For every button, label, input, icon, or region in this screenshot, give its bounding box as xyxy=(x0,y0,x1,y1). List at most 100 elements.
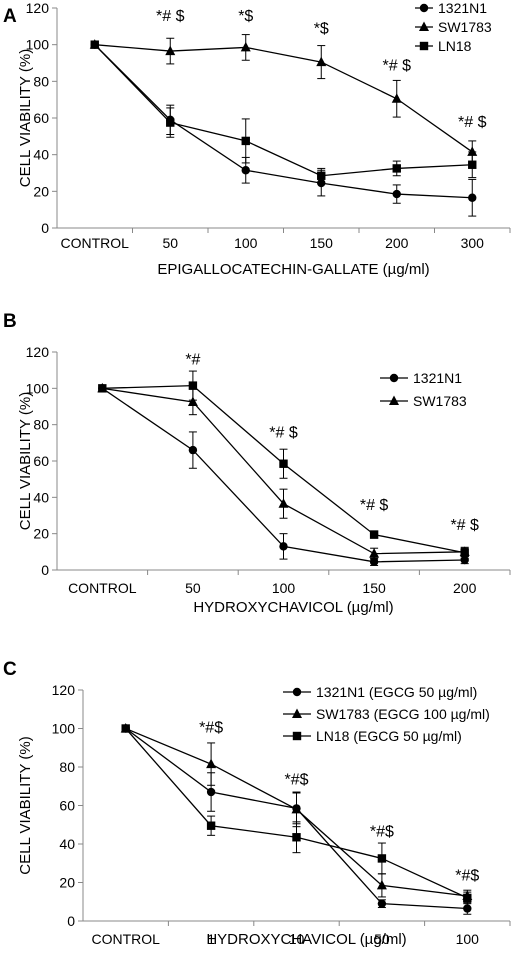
y-tick-label: 120 xyxy=(26,0,50,16)
legend-label: 1321N1 (EGCG 50 µg/ml) xyxy=(316,684,477,700)
data-point xyxy=(463,893,472,903)
x-tick-label: 150 xyxy=(362,580,386,596)
x-tick-label: 150 xyxy=(310,235,334,251)
data-point xyxy=(279,542,288,551)
significance-label: *#$ xyxy=(284,771,308,788)
x-axis-title: EPIGALLOCATECHIN-GALLATE (µg/ml) xyxy=(157,261,429,278)
x-axis-title: HYDROXYCHAVICOL (µg/ml) xyxy=(206,931,406,948)
panel-label: C xyxy=(3,659,17,680)
significance-label: *$ xyxy=(314,21,329,38)
significance-label: *# $ xyxy=(458,114,487,131)
data-point xyxy=(188,381,198,390)
series-line xyxy=(94,44,473,199)
x-tick-label: 100 xyxy=(234,235,258,251)
data-point xyxy=(278,498,289,508)
y-axis-title: CELL VIABILITY (%) xyxy=(17,736,34,874)
y-tick-label: 100 xyxy=(26,37,50,53)
legend-label: 1321N1 xyxy=(438,0,487,16)
x-tick-label: 50 xyxy=(185,580,201,596)
x-tick-label: CONTROL xyxy=(68,580,137,596)
y-tick-label: 80 xyxy=(33,73,49,89)
data-point xyxy=(187,396,198,406)
data-point xyxy=(188,445,198,455)
legend-label: LN18 xyxy=(438,38,472,54)
data-point xyxy=(291,803,302,814)
data-point xyxy=(467,146,478,156)
series-square xyxy=(90,40,477,184)
series-square xyxy=(121,724,472,905)
data-point xyxy=(316,56,327,67)
significance-label: *# $ xyxy=(383,57,412,74)
data-point xyxy=(165,45,176,56)
legend-marker xyxy=(292,687,302,697)
data-point xyxy=(460,548,469,557)
y-tick-label: 60 xyxy=(33,453,49,469)
y-tick-label: 20 xyxy=(33,526,49,542)
x-axis-title: HYDROXYCHAVICOL (µg/ml) xyxy=(193,599,393,616)
chart-panel-b: B 0 20 40 60 80 100 120 CONTROL 50 100 150 200 HYDROX… xyxy=(3,311,511,616)
legend-label: LN18 (EGCG 50 µg/ml) xyxy=(316,728,462,744)
y-tick-label: 120 xyxy=(26,344,50,360)
y-tick-label: 100 xyxy=(52,721,76,737)
chart-panel-c: C 0 20 40 60 80 100 120 CONTROL 1 10 50 100 HYDROXYCH… xyxy=(3,659,511,948)
legend-marker xyxy=(292,731,302,741)
x-tick-label: 100 xyxy=(456,931,480,947)
y-tick-label: 0 xyxy=(41,562,49,578)
significance-label: *# $ xyxy=(269,424,298,441)
panel-label: A xyxy=(3,6,17,27)
legend-label: SW1783 xyxy=(413,393,467,409)
series-circle xyxy=(90,40,477,217)
x-tick-label: 300 xyxy=(461,235,485,251)
significance-label: *# $ xyxy=(450,517,479,534)
data-point xyxy=(468,193,477,202)
series-line xyxy=(94,44,473,153)
data-point xyxy=(206,821,216,830)
legend-marker xyxy=(419,41,429,51)
data-point xyxy=(206,787,216,797)
significance-label: *$ xyxy=(238,8,253,25)
x-tick-label: 10 xyxy=(289,931,305,947)
legend-label: 1321N1 xyxy=(413,370,462,386)
series-square xyxy=(98,370,469,559)
data-point xyxy=(241,166,250,175)
data-point xyxy=(392,189,401,199)
y-axis-title: CELL VIABILITY (%) xyxy=(17,392,34,530)
legend-label: SW1783 (EGCG 100 µg/ml) xyxy=(316,706,490,722)
legend-marker xyxy=(419,21,429,31)
legend-marker xyxy=(389,395,399,405)
x-tick-label: CONTROL xyxy=(61,235,130,251)
data-point xyxy=(240,41,251,52)
y-tick-label: 100 xyxy=(26,380,50,396)
legend-label: SW1783 xyxy=(438,19,492,35)
y-tick-label: 20 xyxy=(59,875,75,891)
y-tick-label: 40 xyxy=(33,489,49,505)
data-point xyxy=(369,530,379,539)
data-point xyxy=(166,118,175,127)
x-tick-label: 200 xyxy=(385,235,409,251)
significance-label: *# $ xyxy=(360,497,389,514)
legend-marker xyxy=(389,373,399,383)
series-line xyxy=(94,44,473,177)
y-tick-label: 80 xyxy=(59,759,75,775)
significance-label: *# $ xyxy=(156,8,185,25)
y-tick-label: 60 xyxy=(59,798,75,814)
y-tick-label: 0 xyxy=(41,220,49,236)
y-tick-label: 80 xyxy=(33,417,49,433)
data-point xyxy=(377,899,387,908)
y-tick-label: 20 xyxy=(33,183,49,199)
y-axis-title: CELL VIABILITY (%) xyxy=(17,49,34,187)
data-point xyxy=(468,160,477,169)
data-point xyxy=(292,833,301,842)
data-point xyxy=(463,904,472,913)
x-tick-label: 200 xyxy=(453,580,477,596)
data-point xyxy=(241,136,250,146)
chart-panel-a: A 0 20 40 60 80 100 120 CONTROL 50 100 150 200 300 EPI… xyxy=(3,0,511,278)
data-point xyxy=(90,40,99,49)
significance-label: *#$ xyxy=(455,868,479,885)
x-tick-label: 50 xyxy=(374,931,390,947)
data-point xyxy=(392,164,401,173)
significance-label: *#$ xyxy=(370,823,394,840)
x-tick-label: 50 xyxy=(162,235,178,251)
data-point xyxy=(279,459,288,468)
